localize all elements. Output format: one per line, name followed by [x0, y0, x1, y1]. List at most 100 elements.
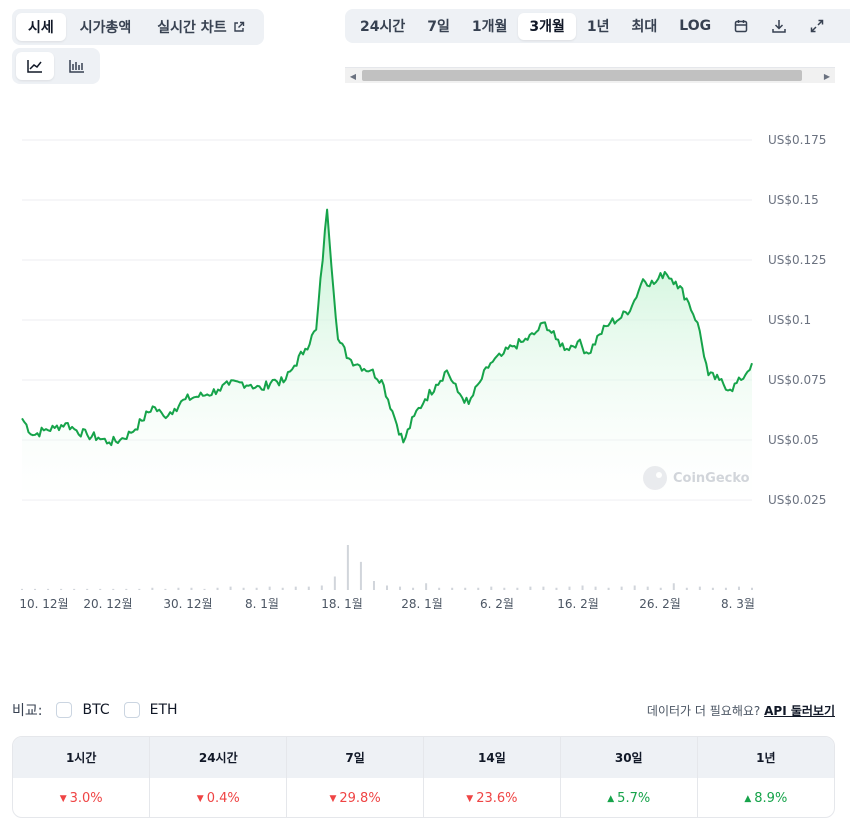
- volume-bar: [177, 587, 180, 590]
- x-tick-label: 26. 2월: [639, 597, 681, 611]
- tab-price[interactable]: 시세: [16, 13, 66, 41]
- perf-header: 1시간: [13, 737, 151, 778]
- volume-bar: [216, 587, 219, 590]
- scroll-right-icon[interactable]: ▶: [823, 71, 831, 81]
- x-tick-label: 10. 12월: [19, 597, 68, 611]
- x-tick-label: 28. 1월: [401, 597, 443, 611]
- chart-type-toggle: [12, 48, 100, 84]
- y-axis-labels: US$0.025 US$0.05 US$0.075 US$0.1 US$0.125 US$…: [768, 133, 826, 507]
- volume-bar: [672, 583, 675, 590]
- x-tick-label: 16. 2월: [557, 597, 599, 611]
- compare-eth[interactable]: ETH: [123, 702, 178, 718]
- compare-eth-checkbox[interactable]: [123, 702, 140, 718]
- line-chart-button[interactable]: [16, 52, 54, 80]
- api-link[interactable]: API 둘러보기: [764, 704, 835, 718]
- compare-row: 비교: BTC ETH: [12, 700, 178, 720]
- y-tick-label: US$0.15: [768, 193, 819, 207]
- volume-bar: [490, 586, 493, 590]
- coingecko-logo-icon: [643, 466, 667, 490]
- candlestick-icon: [69, 60, 84, 73]
- range-scrollbar[interactable]: ◀ ▶: [345, 67, 835, 83]
- volume-bar: [529, 586, 532, 590]
- compare-btc-checkbox[interactable]: [56, 702, 73, 718]
- coingecko-watermark: CoinGecko: [643, 466, 750, 490]
- volume-bar: [281, 587, 284, 590]
- y-tick-label: US$0.025: [768, 493, 826, 507]
- calendar-button[interactable]: [722, 13, 760, 40]
- volume-bar: [34, 588, 37, 590]
- volume-bar: [242, 587, 245, 590]
- range-3m[interactable]: 3개월: [518, 12, 576, 40]
- perf-header: 30일: [560, 737, 698, 778]
- volume-bar: [190, 587, 193, 590]
- scroll-left-icon[interactable]: ◀: [349, 71, 357, 81]
- perf-header: 14일: [423, 737, 561, 778]
- perf-cell: ▲ 5.7%: [560, 778, 698, 817]
- volume-bar: [60, 588, 63, 590]
- range-7d[interactable]: 7일: [427, 19, 450, 35]
- volume-bar: [542, 586, 545, 590]
- perf-value: 23.6%: [476, 790, 518, 806]
- compare-btc-label: BTC: [82, 702, 110, 718]
- price-line: [21, 208, 753, 447]
- volume-bar: [516, 587, 519, 590]
- volume-bars: [21, 545, 753, 590]
- volume-bar: [568, 586, 571, 590]
- tab-live-chart-label: 실시간 차트: [157, 20, 227, 36]
- volume-bar: [125, 588, 128, 590]
- volume-bar: [359, 561, 362, 590]
- calendar-icon: [734, 20, 748, 33]
- volume-bar: [73, 588, 76, 590]
- perf-cell: ▼ 0.4%: [149, 778, 288, 817]
- performance-table: 1시간 24시간 7일 14일 30일 1년 ▼ 3.0% ▼ 0.4% ▼ 29.8…: [12, 736, 835, 818]
- api-note-text: 데이터가 더 필요해요?: [646, 704, 761, 718]
- tab-live-chart[interactable]: 실시간 차트: [145, 13, 256, 41]
- volume-bar: [47, 588, 50, 590]
- download-button[interactable]: [760, 13, 798, 40]
- price-chart[interactable]: US$0.025 US$0.05 US$0.075 US$0.1 US$0.125 US$…: [0, 100, 850, 620]
- volume-bar: [555, 587, 558, 590]
- range-24h[interactable]: 24시간: [360, 19, 406, 35]
- range-max[interactable]: 최대: [631, 19, 658, 35]
- line-chart-icon: [27, 60, 42, 73]
- change-arrow-icon: ▼: [196, 793, 204, 804]
- perf-value: 3.0%: [69, 790, 103, 806]
- x-tick-label: 8. 3월: [721, 597, 755, 611]
- x-tick-label: 20. 12월: [83, 597, 132, 611]
- chart-tabs: 시세 시가총액 실시간 차트: [12, 9, 264, 45]
- range-log[interactable]: LOG: [679, 18, 712, 34]
- perf-cell: ▼ 3.0%: [13, 778, 151, 817]
- volume-bar: [268, 586, 271, 590]
- fullscreen-button[interactable]: [798, 13, 836, 40]
- volume-bar: [346, 545, 349, 590]
- volume-bar: [503, 587, 506, 590]
- volume-bar: [425, 583, 428, 590]
- x-tick-label: 8. 1월: [245, 597, 279, 611]
- expand-icon: [810, 19, 824, 33]
- volume-bar: [659, 587, 662, 590]
- range-1m[interactable]: 1개월: [471, 19, 508, 35]
- volume-bar: [751, 587, 753, 590]
- volume-bar: [255, 587, 258, 590]
- compare-btc[interactable]: BTC: [56, 702, 110, 718]
- candlestick-chart-button[interactable]: [58, 52, 96, 80]
- perf-value: 8.9%: [754, 790, 788, 806]
- x-tick-label: 30. 12월: [163, 597, 212, 611]
- tab-market-cap[interactable]: 시가총액: [79, 20, 132, 36]
- x-tick-label: 6. 2월: [480, 597, 514, 611]
- perf-header: 24시간: [149, 737, 288, 778]
- volume-bar: [229, 586, 232, 590]
- volume-bar: [399, 586, 402, 590]
- perf-value: 5.7%: [617, 790, 651, 806]
- scrollbar-thumb[interactable]: [362, 70, 802, 81]
- volume-bar: [307, 586, 310, 590]
- y-tick-label: US$0.125: [768, 253, 826, 267]
- perf-cell: ▲ 8.9%: [697, 778, 834, 817]
- volume-bar: [320, 585, 323, 590]
- volume-bar: [451, 587, 454, 590]
- volume-bar: [620, 586, 623, 590]
- perf-cell: ▼ 29.8%: [286, 778, 424, 817]
- volume-bar: [438, 587, 441, 590]
- range-1y[interactable]: 1년: [586, 19, 610, 35]
- volume-bar: [21, 588, 23, 590]
